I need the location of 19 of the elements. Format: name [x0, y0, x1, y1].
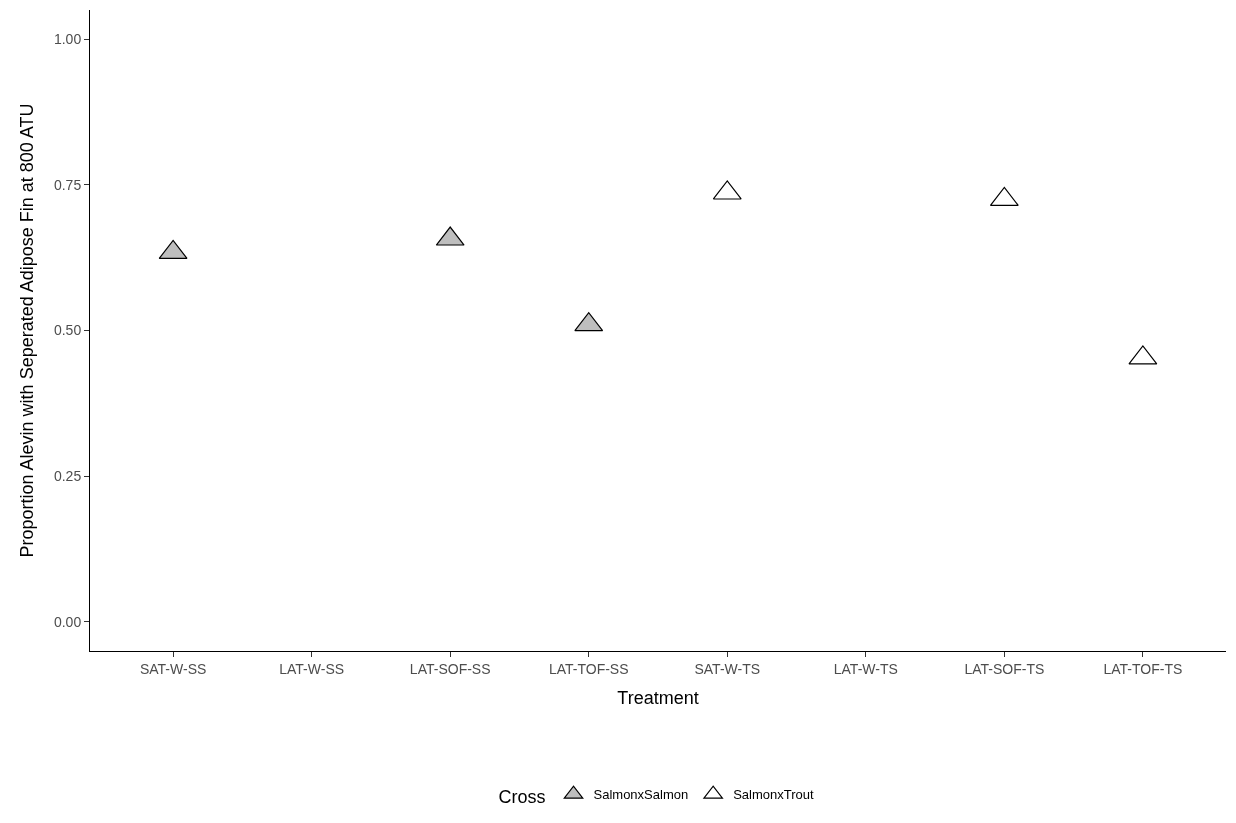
- x-tick-label: LAT-SOF-SS: [409, 660, 491, 677]
- x-tick-label: SAT-W-TS: [694, 660, 761, 677]
- legend-label: SalmonxTrout: [733, 787, 814, 803]
- y-axis-title: Proportion Alevin with Seperated Adipose Fin at 800 ATU: [17, 103, 38, 558]
- legend-title: Cross: [498, 786, 546, 807]
- point: [158, 239, 188, 260]
- legend-label: SalmonxSalmon: [593, 787, 689, 803]
- x-tick-label: LAT-W-TS: [833, 660, 898, 677]
- y-tick-label: 0.75: [53, 176, 82, 193]
- y-tick-label: 0.00: [53, 613, 82, 630]
- y-tick-label: 0.50: [53, 322, 82, 339]
- y-tick-label: 1.00: [53, 31, 82, 48]
- x-tick-label: LAT-W-SS: [279, 660, 345, 677]
- x-tick-label: SAT-W-SS: [139, 660, 207, 677]
- y-tick-label: 0.25: [53, 468, 82, 485]
- x-tick-label: LAT-TOF-SS: [548, 660, 629, 677]
- x-tick-label: LAT-TOF-TS: [1103, 660, 1183, 677]
- x-tick-label: LAT-SOF-TS: [964, 660, 1045, 677]
- x-axis-title: Treatment: [617, 687, 699, 708]
